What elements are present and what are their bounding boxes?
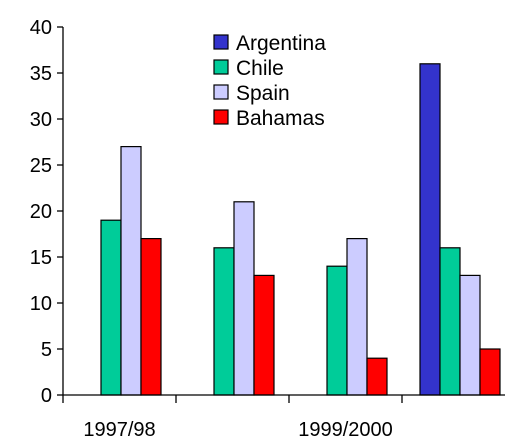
y-tick-label: 25 — [30, 155, 52, 177]
bars-group — [100, 63, 501, 396]
legend-label-spain: Spain — [236, 82, 290, 105]
y-tick-label: 35 — [30, 63, 52, 85]
bar-chile-3 — [439, 247, 461, 396]
y-tick-label: 30 — [30, 109, 52, 131]
bar-chile-1 — [213, 247, 235, 396]
legend-swatch-chile — [213, 59, 229, 75]
bar-bahamas-3 — [479, 348, 501, 396]
y-tick-label: 40 — [30, 17, 52, 39]
y-tick-label: 15 — [30, 247, 52, 269]
bar-chile-0 — [100, 219, 122, 396]
legend-swatch-bahamas — [213, 109, 229, 125]
bar-chile-2 — [326, 265, 348, 396]
bar-spain-1 — [233, 201, 255, 396]
legend-label-bahamas: Bahamas — [236, 107, 325, 130]
y-tick-label: 20 — [30, 201, 52, 223]
legend-swatch-spain — [213, 84, 229, 100]
bar-argentina-3 — [419, 63, 441, 396]
legend-label-argentina: Argentina — [236, 32, 326, 55]
y-tick-label: 10 — [30, 293, 52, 315]
x-tick-label: 1997/98 — [83, 419, 155, 441]
bar-spain-3 — [459, 274, 481, 396]
bar-bahamas-1 — [253, 274, 275, 396]
legend-label-chile: Chile — [236, 57, 284, 80]
bar-spain-0 — [120, 146, 142, 396]
y-tick-label: 0 — [41, 385, 52, 407]
y-ticks-group: 0 5 10 15 20 25 30 35 40 — [30, 17, 63, 407]
legend-swatch-argentina — [213, 34, 229, 50]
y-tick-label: 5 — [41, 339, 52, 361]
bar-spain-2 — [346, 238, 368, 396]
bar-bahamas-2 — [366, 357, 388, 396]
x-tick-label: 1999/2000 — [298, 419, 393, 441]
x-ticks-group: 1997/98 1999/2000 — [62, 395, 403, 441]
bar-bahamas-0 — [140, 238, 162, 396]
